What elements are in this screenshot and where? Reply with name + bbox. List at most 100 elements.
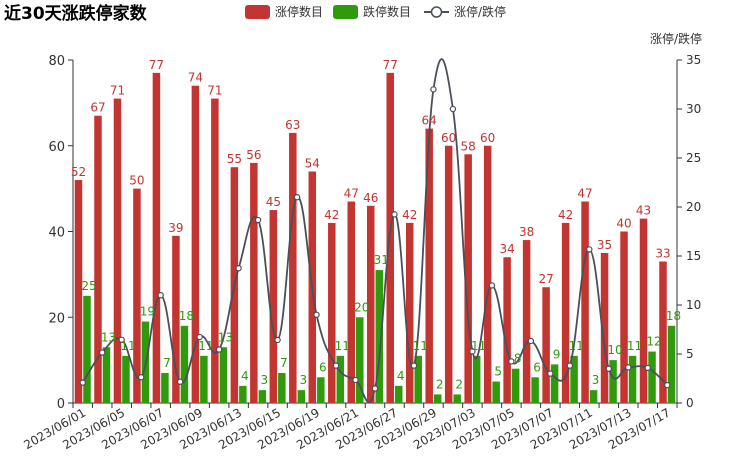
bar-down <box>648 351 656 403</box>
ratio-point <box>410 362 418 369</box>
ratio-point <box>176 378 184 385</box>
bar-down-label: 4 <box>241 369 249 383</box>
bar-down-label: 13 <box>101 330 116 344</box>
bar-up-label: 55 <box>227 152 242 166</box>
bar-up-label: 67 <box>90 101 105 115</box>
bar-down <box>492 381 500 403</box>
right-axis-name: 涨停/跌停 <box>650 31 702 46</box>
ratio-point <box>196 333 203 341</box>
bar-up-label: 35 <box>597 238 612 252</box>
legend-item-2[interactable]: 跌停数目 <box>333 4 411 19</box>
bar-down-label: 11 <box>335 339 350 353</box>
bar-down <box>570 355 578 403</box>
bar-down <box>550 364 559 403</box>
bar-up-label: 38 <box>519 225 534 239</box>
bar-down-label: 3 <box>592 373 600 387</box>
bar-down <box>531 377 539 403</box>
bar-up-label: 63 <box>285 118 300 132</box>
bar-down <box>628 355 637 403</box>
bar-down <box>356 317 364 403</box>
bar-labels-layer: 5225671371115019777391874117113554563457… <box>71 58 681 392</box>
ratio-point <box>157 292 164 299</box>
ratio-point <box>352 376 359 384</box>
legend-item-1[interactable]: 涨停数目 <box>245 4 323 19</box>
bar-up <box>639 218 648 403</box>
bar-up-label: 60 <box>441 131 456 145</box>
y-left-tick-label: 20 <box>48 311 65 326</box>
bar-down <box>336 355 345 403</box>
ratio-point <box>99 349 106 356</box>
bar-down-label: 11 <box>627 339 642 353</box>
legend-item-3[interactable]: 涨停/跌停 <box>424 4 506 19</box>
bar-down <box>180 325 189 403</box>
bar-up-label: 50 <box>129 174 144 188</box>
bar-up-label: 40 <box>616 217 631 231</box>
legend-swatch-2 <box>333 5 358 19</box>
bar-down-label: 5 <box>494 365 502 379</box>
ratio-point <box>625 364 632 371</box>
bar-up-label: 77 <box>149 58 164 72</box>
bar-down <box>258 390 267 403</box>
ratio-point <box>313 311 320 318</box>
bar-up <box>211 98 219 404</box>
bar-down-label: 11 <box>471 339 486 353</box>
ratio-point <box>644 364 651 372</box>
bar-up <box>659 261 667 403</box>
legend-label-1: 涨停数目 <box>275 4 323 19</box>
bar-down-label: 3 <box>299 373 307 387</box>
bar-down-label: 8 <box>514 352 522 366</box>
bar-up-label: 43 <box>636 204 651 218</box>
bar-up <box>620 231 628 403</box>
y-right-tick-label: 15 <box>686 249 701 263</box>
bar-up <box>405 222 414 403</box>
ratio-point <box>332 362 340 369</box>
y-left-tick-label: 80 <box>48 54 65 69</box>
bar-up-label: 74 <box>188 71 203 85</box>
bar-up-label: 64 <box>422 114 437 128</box>
ratio-point <box>527 337 535 345</box>
ratio-line-layer <box>79 58 671 403</box>
bar-down-label: 11 <box>413 339 428 353</box>
bar-down-label: 7 <box>163 356 171 370</box>
bar-down <box>609 360 617 403</box>
ratio-point <box>488 282 496 289</box>
bar-down-label: 20 <box>354 300 369 314</box>
bar-down <box>239 385 247 403</box>
bar-down <box>317 377 325 403</box>
bar-up-label: 71 <box>110 84 125 98</box>
bar-up <box>483 145 492 403</box>
ratio-point <box>430 86 437 93</box>
bar-down <box>278 372 286 403</box>
y-right-tick-label: 0 <box>686 396 694 410</box>
y-right-tick-label: 35 <box>686 53 701 67</box>
bar-up-label: 52 <box>71 165 86 179</box>
bar-down <box>375 270 383 403</box>
bar-down-label: 13 <box>218 330 233 344</box>
bar-up-label: 71 <box>207 84 222 98</box>
ratio-point <box>664 381 671 389</box>
bar-up-label: 54 <box>305 156 320 170</box>
bar-down <box>200 355 208 403</box>
bars-layer <box>74 72 676 404</box>
legend-label-3: 涨停/跌停 <box>454 4 506 19</box>
ratio-point <box>235 265 242 272</box>
bar-up-label: 42 <box>558 208 573 222</box>
bar-up <box>503 257 511 403</box>
bar-down-label: 25 <box>81 279 96 293</box>
legend[interactable]: 涨停数目 跌停数目 涨停/跌停 <box>245 4 506 19</box>
bar-up <box>94 115 102 404</box>
bar-down-label: 18 <box>666 309 681 323</box>
bar-down-label: 9 <box>553 347 561 361</box>
bar-down-label: 6 <box>533 360 541 374</box>
bar-up-label: 77 <box>383 58 398 72</box>
bar-up <box>133 188 141 403</box>
bar-up <box>367 205 375 403</box>
bar-up <box>152 72 161 404</box>
bar-down-label: 31 <box>374 253 389 267</box>
y-left-tick-label: 40 <box>48 226 65 241</box>
y-right-tick-label: 5 <box>686 347 694 361</box>
bar-up <box>581 201 589 403</box>
ratio-point <box>469 348 476 355</box>
bar-down-label: 10 <box>607 343 622 357</box>
